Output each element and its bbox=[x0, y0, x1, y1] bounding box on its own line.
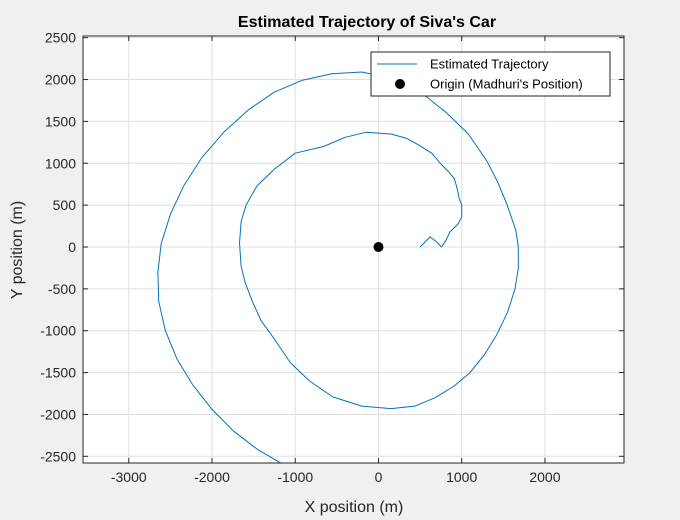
y-tick-label: -500 bbox=[48, 281, 76, 297]
x-tick-label: 2000 bbox=[529, 469, 560, 485]
x-axis-label: X position (m) bbox=[305, 499, 404, 516]
x-tick-label: -1000 bbox=[277, 469, 313, 485]
y-tick-label: 1000 bbox=[45, 155, 76, 171]
x-tick-label: 0 bbox=[375, 469, 383, 485]
y-tick-label: -2000 bbox=[40, 406, 76, 422]
x-tick-label: 1000 bbox=[446, 469, 477, 485]
y-tick-label: 1500 bbox=[45, 113, 76, 129]
y-tick-label: -1500 bbox=[40, 365, 76, 381]
legend-box bbox=[370, 51, 611, 97]
x-tick-label: -2000 bbox=[194, 469, 230, 485]
axis-ticks: -3000 -2000 -1000 0 1000 2000 -2500 -2000 -1500 -… bbox=[40, 30, 624, 485]
x-tick-label: -3000 bbox=[111, 469, 147, 485]
y-tick-label: -2500 bbox=[40, 448, 76, 464]
plot-area bbox=[83, 36, 624, 463]
y-tick-label: 0 bbox=[68, 239, 76, 255]
y-tick-label: 2000 bbox=[45, 72, 76, 88]
legend-label-trajectory: Estimated Trajectory bbox=[430, 57, 549, 72]
legend-label-origin: Origin (Madhuri's Position) bbox=[430, 77, 583, 92]
plot-frame bbox=[82, 35, 625, 464]
legend: Estimated Trajectory Origin (Madhuri's P… bbox=[370, 51, 611, 97]
trajectory-line bbox=[157, 71, 519, 463]
origin-marker bbox=[373, 241, 384, 252]
grid bbox=[83, 36, 624, 463]
y-tick-label: -1000 bbox=[40, 323, 76, 339]
y-tick-label: 500 bbox=[53, 197, 77, 213]
legend-marker-swatch bbox=[395, 79, 405, 89]
chart-title: Estimated Trajectory of Siva's Car bbox=[238, 14, 496, 31]
y-axis-label: Y position (m) bbox=[9, 201, 26, 299]
plot-series bbox=[157, 71, 519, 463]
y-tick-label: 2500 bbox=[45, 30, 76, 46]
